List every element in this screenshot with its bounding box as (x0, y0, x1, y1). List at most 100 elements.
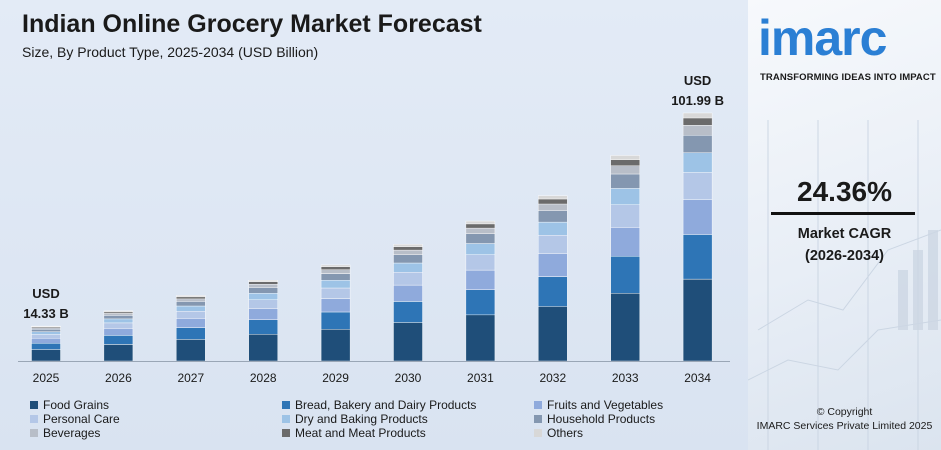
legend-item: Dry and Baking Products (282, 412, 534, 426)
legend-swatch (534, 401, 542, 409)
bar-segment-2031-7 (465, 223, 496, 229)
legend-item: Beverages (30, 426, 282, 440)
legend-item: Personal Care (30, 412, 282, 426)
bar-segment-2027-8 (176, 295, 206, 297)
x-tick-label: 2033 (612, 371, 639, 385)
bar-segment-2028-5 (248, 287, 278, 294)
legend-swatch (282, 401, 290, 409)
legend-item: Bread, Bakery and Dairy Products (282, 398, 534, 412)
bar-segment-2031-5 (465, 233, 496, 244)
bar-segment-2027-2 (176, 318, 206, 328)
legend-item: Food Grains (30, 398, 282, 412)
bar-segment-2033-2 (610, 227, 640, 257)
legend-swatch (30, 401, 38, 409)
imarc-logo: imarc TRANSFORMING IDEAS INTO IMPACT (758, 10, 936, 83)
bar-segment-2031-4 (465, 243, 496, 255)
bar-segment-2026-5 (103, 315, 134, 320)
bar-segment-2027-7 (176, 296, 206, 300)
x-tick-label: 2027 (177, 371, 204, 385)
bar-segment-2028-1 (248, 319, 278, 335)
bar-segment-2026-4 (103, 318, 134, 324)
legend-item: Meat and Meat Products (282, 426, 534, 440)
data-label-2034-unit: USD (684, 73, 711, 88)
legend-label: Bread, Bakery and Dairy Products (295, 398, 477, 412)
bar-segment-2026-7 (103, 311, 134, 314)
bar-segment-2031-6 (465, 227, 496, 234)
legend-swatch (282, 415, 290, 423)
decorative-background-graphic (748, 120, 941, 450)
bar-segment-2025-3 (31, 334, 61, 339)
x-tick-label: 2031 (467, 371, 494, 385)
bar-segment-2027-4 (176, 305, 206, 312)
x-tick-label: 2026 (105, 371, 132, 385)
x-tick-label: 2025 (33, 371, 60, 385)
bar-segment-2029-3 (320, 287, 351, 299)
bar-segment-2031-1 (465, 289, 496, 316)
bar-segment-2031-2 (465, 269, 496, 290)
x-tick-label: 2029 (322, 371, 349, 385)
bar-segment-2032-8 (538, 195, 568, 200)
bar-segment-2032-4 (538, 221, 568, 236)
cagr-divider (771, 212, 915, 215)
copyright-text: © Copyright (816, 406, 873, 418)
bar-segment-2032-6 (538, 203, 568, 211)
bar-segment-2030-2 (393, 284, 423, 302)
bar-segment-2032-2 (538, 253, 568, 277)
bar-segment-2032-3 (538, 235, 568, 254)
bar-segment-2027-3 (176, 311, 206, 319)
company-name: IMARC Services Private Limited 2025 (756, 420, 933, 432)
legend-swatch (282, 429, 290, 437)
bar-segment-2028-2 (248, 308, 278, 321)
legend-label: Others (547, 426, 584, 440)
data-label-2025-unit: USD (32, 286, 59, 301)
bar-segment-2030-0 (393, 322, 423, 362)
bar-segment-2031-0 (465, 314, 496, 362)
legend-item: Fruits and Vegetables (534, 398, 730, 412)
x-tick-label: 2030 (395, 371, 422, 385)
bar-segment-2025-0 (31, 349, 61, 362)
legend-swatch (534, 429, 542, 437)
legend-swatch (30, 429, 38, 437)
bar-segment-2030-4 (393, 262, 423, 273)
bar-segment-2028-3 (248, 299, 278, 309)
bar-segment-2034-2 (682, 199, 713, 235)
bar-segment-2025-5 (31, 329, 61, 332)
bar-segment-2033-6 (610, 165, 640, 175)
bar-segment-2029-6 (320, 269, 351, 274)
bar-segment-2025-8 (31, 325, 61, 328)
legend-item: Others (534, 426, 730, 440)
cagr-label: Market CAGR (797, 226, 892, 242)
bar-segment-2034-5 (682, 135, 713, 153)
legend-item: Household Products (534, 412, 730, 426)
bar-segment-2031-8 (465, 220, 496, 225)
legend-label: Meat and Meat Products (295, 426, 426, 440)
bar-segment-2032-7 (538, 198, 568, 205)
x-tick-label: 2028 (250, 371, 277, 385)
chart-subtitle: Size, By Product Type, 2025-2034 (USD Bi… (22, 44, 319, 60)
bar-segment-2033-1 (610, 256, 640, 294)
bar-segment-2025-2 (31, 338, 61, 344)
bar-segment-2032-0 (538, 306, 568, 362)
bar-segment-2034-8 (682, 112, 713, 119)
legend-label: Personal Care (43, 412, 120, 426)
bar-segment-2026-0 (103, 344, 134, 362)
legend-label: Beverages (43, 426, 101, 440)
legend-label: Household Products (547, 412, 656, 426)
bar-segment-2026-3 (103, 322, 134, 329)
logo-tagline: TRANSFORMING IDEAS INTO IMPACT (760, 72, 936, 83)
bar-segment-2034-7 (682, 117, 713, 126)
bar-segment-2030-7 (393, 246, 423, 251)
bar-segment-2028-4 (248, 293, 278, 300)
bar-segment-2032-1 (538, 276, 568, 307)
data-label-2034-value: 101.99 B (671, 93, 724, 108)
bar-segment-2033-3 (610, 204, 640, 228)
bar-segment-2033-5 (610, 173, 640, 189)
bar-segment-2026-1 (103, 335, 134, 345)
x-tick-label: 2034 (684, 371, 711, 385)
bar-segment-2030-8 (393, 244, 423, 247)
cagr-value: 24.36% (797, 176, 892, 207)
bar-segment-2025-4 (31, 331, 61, 335)
bar-segment-2029-4 (320, 280, 351, 289)
side-panel (748, 0, 941, 450)
bar-segment-2026-2 (103, 328, 134, 336)
